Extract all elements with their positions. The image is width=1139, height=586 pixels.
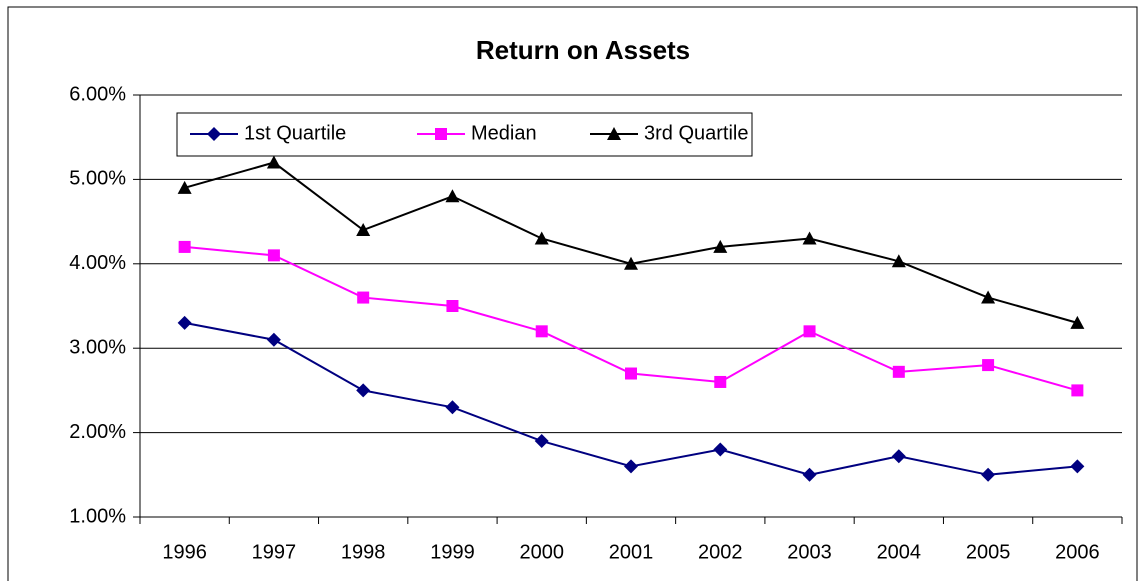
marker: [535, 325, 548, 338]
legend-label: 1st Quartile: [244, 122, 346, 144]
x-tick-label: 2003: [787, 541, 832, 563]
marker: [534, 231, 549, 245]
marker: [802, 467, 817, 482]
marker: [357, 291, 370, 304]
marker: [891, 449, 906, 464]
marker: [982, 359, 995, 372]
x-tick-label: 1998: [341, 541, 386, 563]
marker: [177, 315, 192, 330]
y-tick-label: 2.00%: [69, 421, 126, 443]
y-tick-label: 1.00%: [69, 505, 126, 527]
marker: [713, 239, 728, 253]
marker: [1071, 384, 1084, 397]
marker: [713, 442, 728, 457]
chart-title: Return on Assets: [476, 35, 690, 65]
x-tick-label: 2001: [609, 541, 654, 563]
x-tick-label: 2005: [966, 541, 1011, 563]
marker: [714, 375, 727, 388]
x-tick-label: 2002: [698, 541, 743, 563]
x-tick-label: 2006: [1055, 541, 1100, 563]
marker: [981, 467, 996, 482]
marker: [445, 189, 460, 203]
marker: [356, 383, 371, 398]
marker: [435, 128, 447, 140]
marker: [1070, 315, 1085, 329]
marker: [1070, 459, 1085, 474]
marker: [267, 249, 280, 262]
marker: [625, 367, 637, 380]
marker: [356, 223, 371, 237]
marker: [607, 127, 621, 140]
y-tick-label: 6.00%: [69, 83, 126, 105]
marker: [178, 240, 191, 253]
marker: [892, 365, 905, 378]
marker: [891, 254, 906, 268]
legend-label: 3rd Quartile: [644, 122, 749, 144]
marker: [802, 231, 817, 245]
marker: [534, 434, 549, 449]
x-tick-label: 1999: [430, 541, 475, 563]
x-tick-label: 1997: [252, 541, 297, 563]
y-tick-label: 4.00%: [69, 252, 126, 274]
marker: [446, 300, 459, 312]
marker: [266, 332, 281, 347]
x-tick-label: 1996: [162, 541, 207, 563]
marker: [207, 127, 221, 141]
marker: [803, 325, 816, 338]
y-tick-label: 5.00%: [69, 168, 126, 190]
marker: [981, 290, 996, 304]
marker: [266, 155, 281, 169]
legend-label: Median: [471, 122, 537, 144]
marker: [177, 180, 192, 194]
y-tick-label: 3.00%: [69, 336, 126, 358]
marker: [624, 459, 638, 474]
x-tick-label: 2000: [519, 541, 564, 563]
marker: [445, 400, 460, 415]
chart-frame: [7, 6, 1138, 586]
x-tick-label: 2004: [877, 541, 922, 563]
marker: [624, 256, 638, 270]
